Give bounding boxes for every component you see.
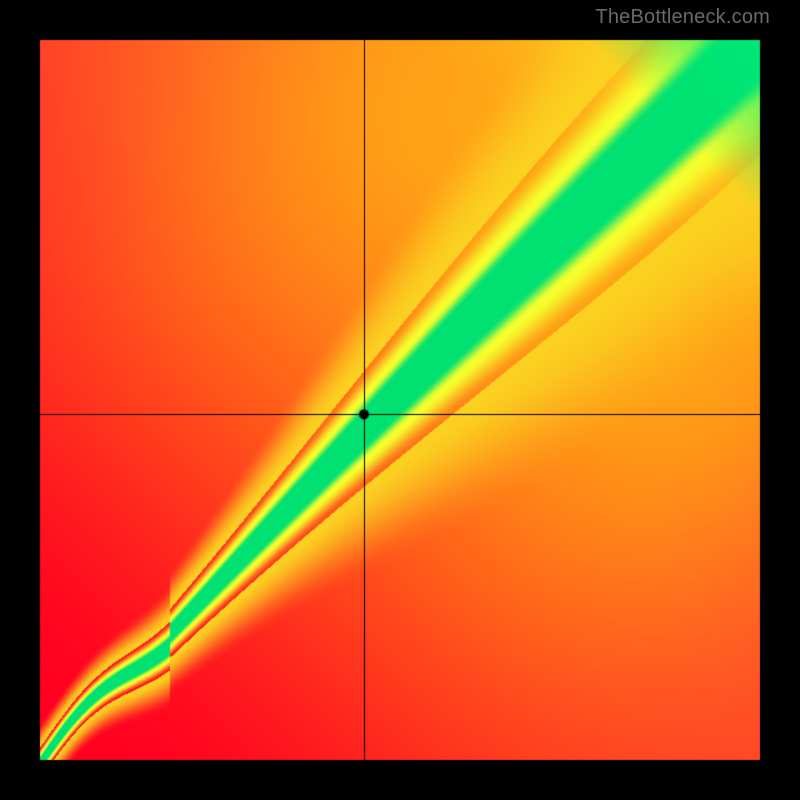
heatmap-canvas [0, 0, 800, 800]
chart-container: TheBottleneck.com [0, 0, 800, 800]
watermark-text: TheBottleneck.com [595, 6, 770, 29]
